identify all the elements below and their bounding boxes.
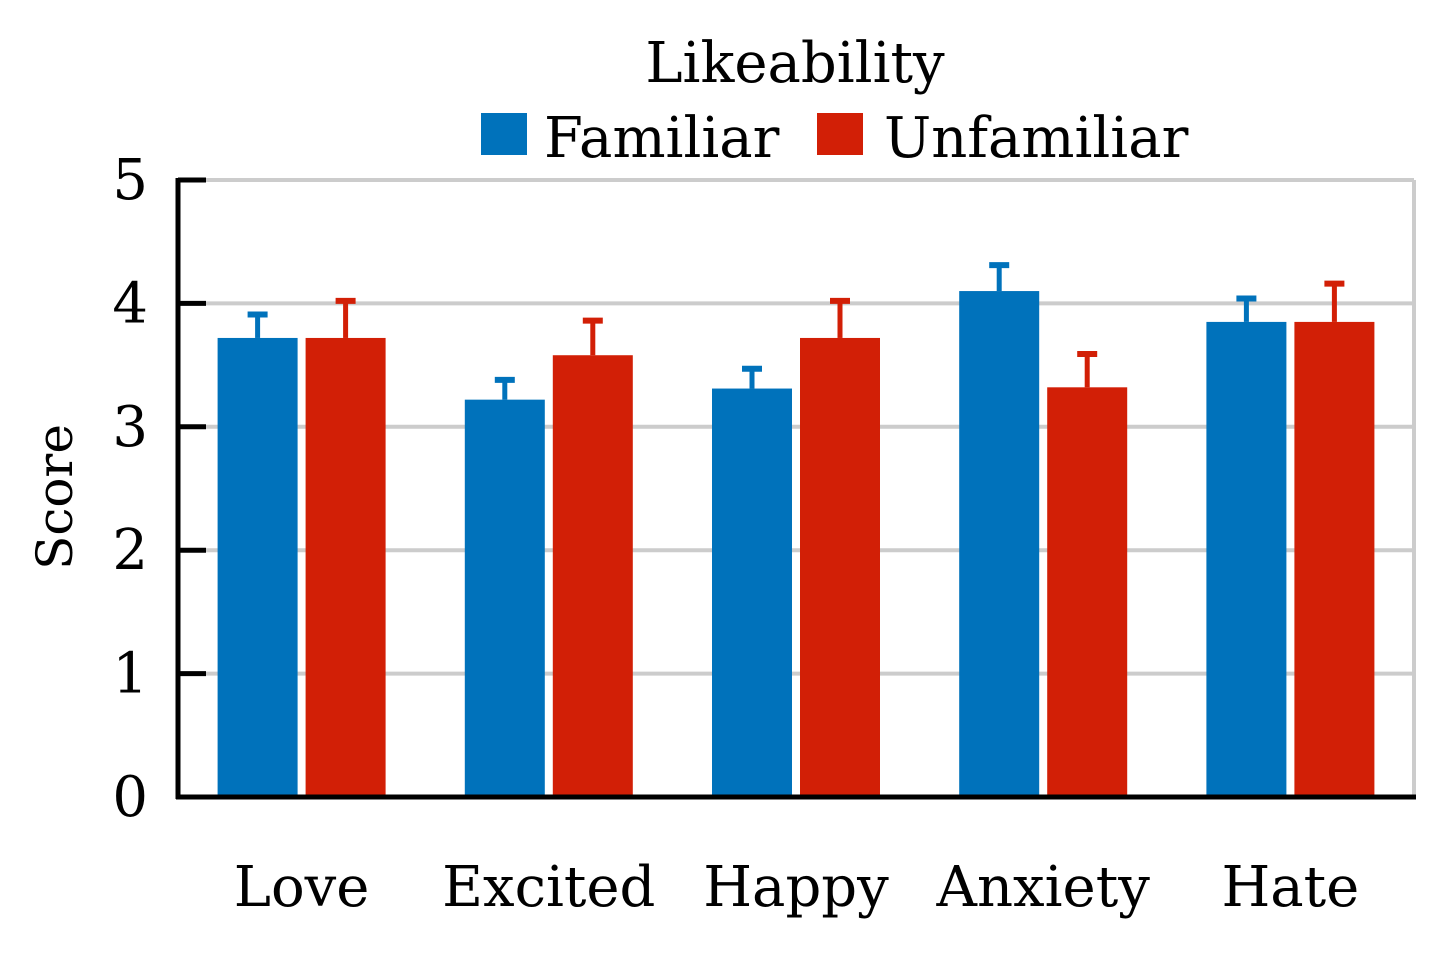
x-tick-label-anxiety: Anxiety: [936, 855, 1151, 920]
y-axis-label: Score: [26, 424, 84, 570]
y-tick-label-4: 4: [112, 271, 148, 336]
bar-love-unfamiliar: [305, 337, 386, 797]
legend-swatch-familiar: [481, 113, 527, 155]
bar-happy-familiar: [712, 388, 792, 797]
axes: [175, 177, 1416, 800]
error-bars: [247, 262, 1345, 400]
bar-love-familiar: [217, 337, 298, 797]
y-tick-label-0: 0: [112, 765, 148, 830]
x-tick-label-love: Love: [234, 855, 370, 920]
legend: Familiar Unfamiliar: [481, 106, 1189, 171]
x-tick-label-happy: Happy: [703, 855, 889, 920]
bar-hate-familiar: [1206, 321, 1287, 797]
legend-label-unfamiliar: Unfamiliar: [884, 106, 1189, 171]
bar-hate-unfamiliar: [1294, 321, 1375, 797]
y-tick-label-5: 5: [112, 148, 148, 213]
bars: [217, 291, 1375, 797]
bar-anxiety-unfamiliar: [1047, 387, 1128, 797]
y-tick-label-1: 1: [112, 642, 148, 707]
bar-happy-unfamiliar: [800, 337, 880, 797]
y-tick-label-2: 2: [112, 518, 148, 583]
x-tick-label-hate: Hate: [1221, 855, 1359, 920]
x-tick-label-excited: Excited: [442, 855, 655, 920]
y-tick-label-3: 3: [112, 395, 148, 460]
x-tick-labels: Love Excited Happy Anxiety Hate: [234, 855, 1360, 920]
y-tick-labels: 0 1 2 3 4 5: [112, 148, 148, 830]
legend-label-familiar: Familiar: [544, 106, 780, 171]
legend-swatch-unfamiliar: [817, 113, 863, 155]
chart-title: Likeability: [645, 31, 945, 96]
bar-anxiety-familiar: [959, 291, 1040, 797]
bar-excited-unfamiliar: [552, 355, 633, 797]
bar-excited-familiar: [464, 399, 545, 797]
